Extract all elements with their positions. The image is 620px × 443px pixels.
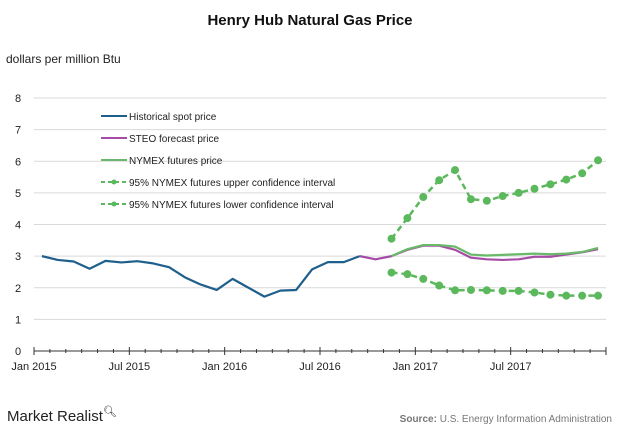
data-point-95-nymex-futures-lower-confidence-interval xyxy=(546,290,555,299)
legend-label-historical-spot-price: Historical spot price xyxy=(129,112,217,123)
legend-label-95-nymex-futures-lower-confidence-interval: 95% NYMEX futures lower confidence inter… xyxy=(129,200,334,211)
data-point-95-nymex-futures-upper-confidence-interval xyxy=(403,214,412,223)
source-label: Source: xyxy=(399,414,437,425)
y-tick-label: 3 xyxy=(15,251,21,263)
data-point-95-nymex-futures-upper-confidence-interval xyxy=(514,188,523,197)
data-point-95-nymex-futures-upper-confidence-interval xyxy=(546,180,555,189)
legend-label-95-nymex-futures-upper-confidence-interval: 95% NYMEX futures upper confidence inter… xyxy=(129,178,335,189)
data-point-95-nymex-futures-lower-confidence-interval xyxy=(403,270,412,279)
brand-name: Market Realist xyxy=(7,408,103,425)
x-tick-label: Jan 2016 xyxy=(202,361,247,373)
data-point-95-nymex-futures-lower-confidence-interval xyxy=(435,281,444,290)
data-point-95-nymex-futures-upper-confidence-interval xyxy=(594,156,603,165)
y-tick-label: 5 xyxy=(15,188,21,200)
data-point-95-nymex-futures-lower-confidence-interval xyxy=(498,286,507,295)
source-text: U.S. Energy Information Administration xyxy=(439,414,612,425)
data-point-95-nymex-futures-upper-confidence-interval xyxy=(419,192,428,201)
data-point-95-nymex-futures-upper-confidence-interval xyxy=(482,196,491,205)
series-line-historical-spot-price xyxy=(41,255,361,298)
series-line-nymex-futures-price xyxy=(391,243,599,258)
y-tick-label: 7 xyxy=(15,125,21,137)
x-tick-label: Jul 2015 xyxy=(109,361,151,373)
y-tick-label: 8 xyxy=(15,93,21,105)
data-point-95-nymex-futures-lower-confidence-interval xyxy=(578,291,587,300)
data-point-95-nymex-futures-lower-confidence-interval xyxy=(451,286,460,295)
data-point-95-nymex-futures-upper-confidence-interval xyxy=(498,192,507,201)
data-point-95-nymex-futures-upper-confidence-interval xyxy=(530,184,539,193)
legend-label-nymex-futures-price: NYMEX futures price xyxy=(129,156,223,167)
y-tick-label: 0 xyxy=(15,346,21,358)
data-point-95-nymex-futures-lower-confidence-interval xyxy=(594,291,603,300)
data-point-95-nymex-futures-lower-confidence-interval xyxy=(482,286,491,295)
x-tick-label: Jul 2016 xyxy=(299,361,341,373)
x-tick-label: Jan 2017 xyxy=(393,361,438,373)
data-point-95-nymex-futures-lower-confidence-interval xyxy=(387,268,396,277)
legend-marker-95-nymex-futures-upper-confidence-interval xyxy=(111,179,117,185)
data-point-95-nymex-futures-lower-confidence-interval xyxy=(530,288,539,297)
x-tick-label: Jan 2015 xyxy=(11,361,56,373)
data-point-95-nymex-futures-upper-confidence-interval xyxy=(451,166,460,175)
data-point-95-nymex-futures-lower-confidence-interval xyxy=(514,286,523,295)
legend-label-steo-forecast-price: STEO forecast price xyxy=(129,134,219,145)
y-tick-label: 4 xyxy=(15,220,21,232)
data-point-95-nymex-futures-lower-confidence-interval xyxy=(562,291,571,300)
y-tick-label: 2 xyxy=(15,283,21,295)
y-axis-label: dollars per million Btu xyxy=(6,52,121,66)
y-tick-label: 6 xyxy=(15,156,21,168)
data-point-95-nymex-futures-upper-confidence-interval xyxy=(435,176,444,185)
data-point-95-nymex-futures-upper-confidence-interval xyxy=(562,175,571,184)
magnifier-icon: 🔍︎ xyxy=(102,406,117,418)
data-point-95-nymex-futures-upper-confidence-interval xyxy=(578,169,587,178)
data-point-95-nymex-futures-lower-confidence-interval xyxy=(419,274,428,283)
chart-title: Henry Hub Natural Gas Price xyxy=(207,12,413,29)
legend-marker-95-nymex-futures-lower-confidence-interval xyxy=(111,201,117,207)
data-point-95-nymex-futures-lower-confidence-interval xyxy=(466,285,475,294)
x-tick-label: Jul 2017 xyxy=(490,361,532,373)
market-realist-logo: Market Realist🔍︎ xyxy=(7,405,117,425)
data-point-95-nymex-futures-upper-confidence-interval xyxy=(387,234,396,243)
source-note: Source: U.S. Energy Information Administ… xyxy=(400,414,612,425)
y-tick-label: 1 xyxy=(15,314,21,326)
data-point-95-nymex-futures-upper-confidence-interval xyxy=(466,195,475,204)
